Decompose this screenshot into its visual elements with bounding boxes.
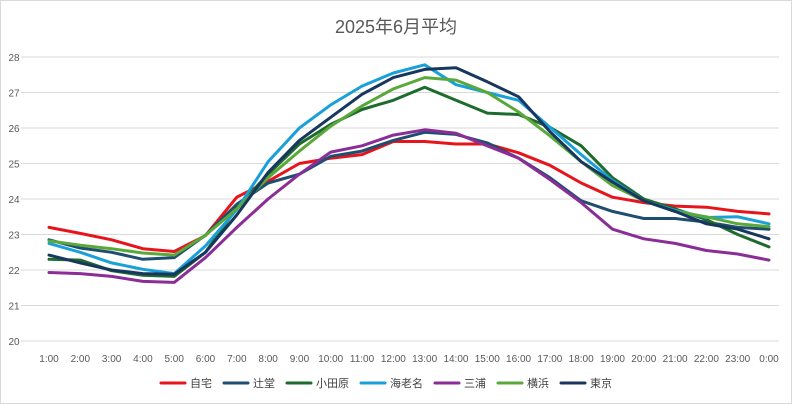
- legend-label-0: 自宅: [190, 376, 212, 390]
- legend-label-1: 辻堂: [253, 376, 275, 390]
- x-tick-label: 3:00: [102, 354, 122, 365]
- x-tick-label: 16:00: [506, 354, 531, 365]
- y-tick-label: 27: [8, 89, 20, 100]
- series-line-6: [47, 66, 771, 276]
- x-tick-label: 20:00: [631, 354, 656, 365]
- legend-label-5: 横浜: [527, 376, 549, 390]
- y-tick-label: 25: [8, 160, 20, 171]
- x-tick-label: 9:00: [290, 354, 310, 365]
- x-tick-label: 18:00: [569, 354, 594, 365]
- series-line-5: [47, 76, 771, 257]
- x-tick-label: 10:00: [318, 354, 343, 365]
- grid-lines: [21, 56, 779, 342]
- legend-label-6: 東京: [590, 376, 612, 390]
- y-tick-label: 21: [8, 302, 20, 313]
- x-tick-label: 14:00: [443, 354, 468, 365]
- series-line-2: [47, 85, 771, 278]
- y-tick-label: 28: [8, 53, 20, 64]
- x-tick-label: 7:00: [227, 354, 247, 365]
- y-tick-label: 20: [8, 337, 20, 348]
- y-axis-ticks: 20 21 22 23 24 25 26 27 28: [8, 53, 20, 348]
- x-tick-label: 17:00: [537, 354, 562, 365]
- x-tick-label: 5:00: [164, 354, 184, 365]
- legend-label-2: 小田原: [316, 377, 349, 390]
- series-line-4: [47, 128, 771, 284]
- x-tick-label: 11:00: [350, 354, 375, 365]
- x-tick-label: 2:00: [71, 354, 91, 365]
- y-tick-label: 22: [8, 266, 20, 277]
- x-tick-label: 15:00: [475, 354, 500, 365]
- y-tick-label: 23: [8, 231, 20, 242]
- x-axis-ticks: 1:00 2:00 3:00 4:00 5:00 6:00 7:00 8:00 9:00 10:0…: [39, 354, 779, 365]
- x-tick-label: 19:00: [600, 354, 625, 365]
- x-tick-label: 12:00: [381, 354, 406, 365]
- x-tick-label: 22:00: [694, 354, 719, 365]
- x-tick-label: 13:00: [412, 354, 437, 365]
- legend-label-3: 海老名: [390, 376, 423, 390]
- x-tick-label: 0:00: [759, 354, 779, 365]
- x-tick-label: 1:00: [39, 354, 59, 365]
- x-tick-label: 4:00: [133, 354, 153, 365]
- series-line-1: [47, 130, 771, 261]
- legend-label-4: 三浦: [464, 377, 486, 390]
- y-tick-label: 24: [8, 195, 20, 206]
- y-tick-label: 26: [8, 124, 20, 135]
- series-lines: [47, 63, 771, 284]
- x-tick-label: 6:00: [196, 354, 216, 365]
- x-tick-label: 21:00: [663, 354, 688, 365]
- chart-title: 2025年6月平均: [335, 17, 457, 37]
- x-tick-label: 8:00: [258, 354, 278, 365]
- legend: 自宅 辻堂 小田原 海老名 三浦 横浜 東京: [159, 376, 612, 390]
- x-tick-label: 23:00: [725, 354, 750, 365]
